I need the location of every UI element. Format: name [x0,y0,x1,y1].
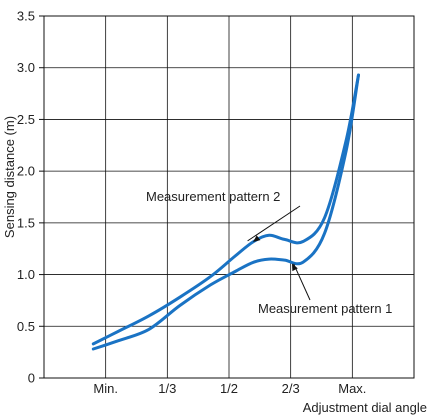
annotation-leader [293,263,311,301]
y-tick-label: 3.0 [17,60,35,75]
y-axis-label: Sensing distance (m) [2,116,17,238]
y-tick-label: 2.0 [17,164,35,179]
annotation-arrowhead [252,235,261,243]
x-tick-label: Max. [338,381,366,396]
y-tick-label: 0.5 [17,319,35,334]
x-tick-label: Min. [93,381,118,396]
y-tick-label: 1.0 [17,267,35,282]
y-axis-ticks: 0 0.5 1.0 1.5 2.0 2.5 3.0 3.5 [17,9,44,386]
annotation-label: Measurement pattern 2 [146,189,280,204]
series-line-2 [91,73,360,351]
x-tick-label: 1/3 [158,381,176,396]
y-tick-label: 1.5 [17,215,35,230]
x-tick-label: 1/2 [220,381,238,396]
annotation-leader [247,205,301,242]
x-axis-label: Adjustment dial angle [303,400,427,415]
x-axis-ticks: Min. 1/3 1/2 2/3 Max. [93,381,366,396]
annotation-label: Measurement pattern 1 [258,301,392,316]
annotation-arrowhead [291,263,298,272]
grid [43,15,415,379]
y-tick-label: 2.5 [17,112,35,127]
plot-frame [43,15,415,379]
x-tick-label: 2/3 [282,381,300,396]
annotations: Measurement pattern 2 Measurement pattern… [146,189,392,316]
y-tick-label: 0 [28,371,35,386]
y-tick-label: 3.5 [17,9,35,24]
